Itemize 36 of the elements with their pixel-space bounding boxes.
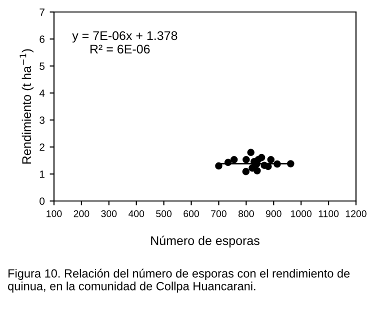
- point: [224, 158, 232, 166]
- x-tick-label: 100: [46, 210, 62, 218]
- point: [247, 148, 254, 156]
- y-tick-label: 3: [40, 116, 45, 124]
- x-tick-label: 900: [266, 210, 282, 218]
- point: [264, 162, 272, 170]
- y-tick-label: 0: [40, 198, 45, 205]
- x-tick-label: 400: [128, 210, 144, 218]
- point: [258, 154, 266, 162]
- point: [230, 156, 238, 164]
- y-tick-label: 7: [40, 8, 44, 16]
- x-tick-label: 600: [184, 210, 200, 218]
- point: [242, 156, 250, 164]
- point: [254, 167, 261, 174]
- y-tick-label: 6: [40, 36, 45, 43]
- x-tick-label: 500: [156, 210, 172, 218]
- y-tick-label: 4: [39, 90, 45, 97]
- x-tick-label: 800: [238, 210, 254, 218]
- x-tick-label: 1100: [318, 210, 339, 218]
- y-tick-label: 2: [40, 144, 44, 151]
- annotation: y = 7E-06x + 1.378 R² = 6E-06: [72, 31, 178, 54]
- point: [267, 156, 275, 164]
- point: [287, 160, 294, 168]
- y-tick-label: 1: [40, 170, 44, 178]
- x-tick-label: 1000: [291, 210, 312, 218]
- point: [215, 162, 222, 170]
- point: [274, 160, 281, 168]
- x-axis-title: Número de esporas: [151, 236, 260, 248]
- x-tick-label: 200: [74, 210, 90, 218]
- x-tick-label: 300: [101, 210, 117, 218]
- point: [242, 168, 250, 176]
- y-axis-title: Rendimiento (t ha$^{−1}$): [20, 49, 34, 164]
- x-tick-label: 1200: [346, 210, 366, 218]
- x-tick-label: 700: [211, 210, 226, 218]
- y-tick-label: 5: [40, 62, 45, 70]
- text: Figura 10. Relación del número de esporas con el rendimiento de quinua, en la comunidad de Collpa Huancarani.: [8, 268, 350, 293]
